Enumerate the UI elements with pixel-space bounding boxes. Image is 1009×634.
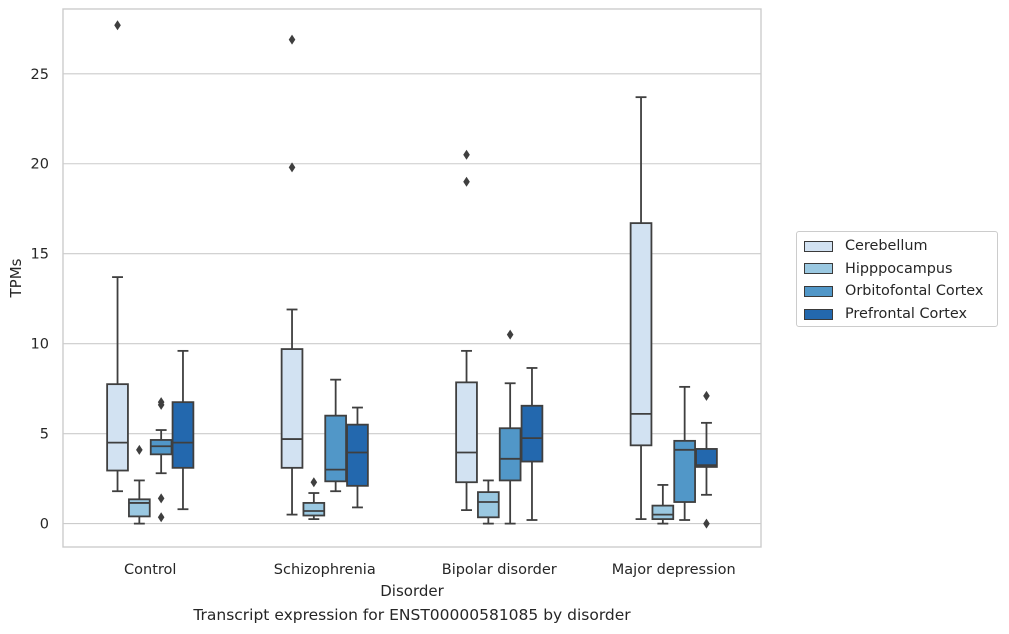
legend: Cerebellum Hipppocampus Orbitofontal Corte…	[796, 231, 998, 327]
outlier-point	[288, 34, 296, 45]
legend-item: Cerebellum	[804, 235, 997, 258]
y-tick-label: 5	[40, 427, 49, 443]
x-tick-label: Major depression	[612, 562, 736, 578]
y-tick-label: 15	[31, 247, 49, 263]
box-plot-area	[106, 20, 718, 529]
y-tick-label: 20	[31, 157, 49, 173]
legend-item: Hipppocampus	[804, 258, 997, 281]
y-tick-label: 25	[31, 67, 49, 83]
box-group	[302, 477, 326, 521]
box-group	[629, 96, 653, 521]
legend-item: Orbitofontal Cortex	[804, 280, 997, 303]
box-group	[455, 149, 478, 512]
outlier-point	[463, 149, 470, 160]
box-iqr	[520, 404, 544, 463]
box-iqr	[498, 427, 522, 482]
box-iqr	[695, 448, 718, 468]
box-iqr	[673, 439, 696, 503]
outlier-point	[157, 397, 165, 408]
box-group	[324, 378, 347, 493]
legend-swatch	[804, 308, 833, 320]
box-group	[106, 20, 129, 493]
legend-label: Cerebellum	[845, 238, 928, 255]
x-tick-label: Bipolar disorder	[442, 562, 557, 578]
box-iqr	[629, 222, 653, 447]
y-tick-label: 0	[40, 517, 49, 533]
box-group	[520, 367, 544, 521]
outlier-point	[157, 512, 165, 523]
legend-swatch	[804, 285, 833, 297]
box-iqr	[651, 504, 675, 521]
outlier-point	[463, 176, 470, 187]
box-group	[477, 479, 500, 525]
outlier-point	[157, 493, 165, 504]
legend-label: Prefrontal Cortex	[845, 306, 968, 323]
box-group	[673, 385, 696, 521]
plot-frame	[62, 8, 762, 548]
chart-caption: Transcript expression for ENST0000058108…	[193, 606, 631, 624]
box-group	[695, 390, 718, 529]
plot-border	[62, 8, 762, 548]
box-group	[280, 34, 304, 516]
box-group	[171, 349, 195, 511]
outlier-point	[310, 477, 318, 488]
legend-item: Prefrontal Cortex	[804, 303, 997, 326]
outlier-point	[114, 20, 121, 31]
box-group	[346, 406, 369, 509]
box-group	[498, 329, 522, 525]
box-iqr	[302, 502, 326, 517]
outlier-point	[288, 162, 296, 173]
outlier-point	[703, 390, 710, 401]
gridlines	[63, 73, 761, 525]
box-group	[651, 484, 675, 525]
y-tick-label: 10	[31, 337, 49, 353]
legend-swatch	[804, 263, 833, 275]
legend-label: Orbitofontal Cortex	[845, 283, 984, 300]
x-axis-ticks: Control Schizophrenia Bipolar disorder Majo…	[124, 562, 736, 578]
legend-swatch	[804, 240, 833, 252]
box-iqr	[106, 383, 129, 472]
x-tick-label: Control	[124, 562, 176, 578]
outlier-point	[136, 444, 143, 455]
box-group	[128, 444, 151, 525]
box-iqr	[346, 423, 369, 487]
box-iqr	[171, 401, 195, 469]
box-iqr	[128, 498, 151, 518]
y-axis-label: TPMs	[7, 258, 25, 298]
box-iqr	[280, 348, 304, 469]
x-axis-label: Disorder	[380, 582, 444, 600]
box-iqr	[324, 414, 347, 483]
outlier-point	[703, 518, 710, 529]
outlier-point	[506, 329, 514, 340]
box-iqr	[477, 491, 500, 519]
x-tick-label: Schizophrenia	[274, 562, 376, 578]
legend-label: Hipppocampus	[845, 260, 953, 277]
box-group	[149, 397, 173, 523]
y-axis-ticks: 0 5 10 15 20 25	[31, 67, 49, 533]
box-iqr	[455, 381, 478, 484]
